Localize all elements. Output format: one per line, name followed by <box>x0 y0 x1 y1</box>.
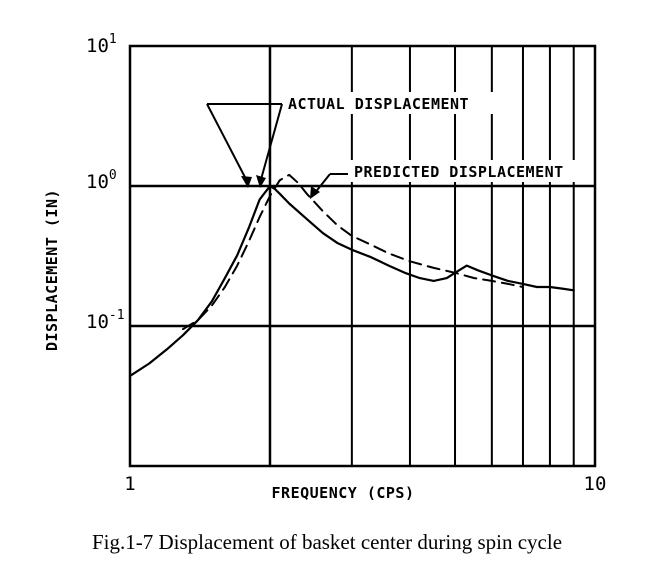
chart: 1 10 101 100 10-1 FREQUENCY (CPS) DISPLACEME… <box>43 32 607 502</box>
y-tick-label-10^1: 101 <box>86 32 117 57</box>
predicted-arrowhead <box>310 186 320 199</box>
x-tick-label-1: 1 <box>124 473 135 495</box>
annotations: ACTUAL DISPLACEMENT PREDICTED DISPLACEME… <box>206 92 586 199</box>
actual-leader-line-to-solid <box>206 103 249 184</box>
predicted-label-bg <box>350 160 586 182</box>
y-tick-label-10^-1: 10-1 <box>86 308 125 333</box>
y-axis-label: DISPLACEMENT (IN) <box>43 189 61 351</box>
series-layer <box>128 173 575 377</box>
series-line-predicted-displacement <box>182 173 524 331</box>
series-line-actual-displacement <box>128 184 575 377</box>
grid-lines <box>130 46 595 466</box>
figure-caption: Fig.1-7 Displacement of basket center du… <box>91 530 563 554</box>
actual-displacement-label: ACTUAL DISPLACEMENT <box>288 95 469 113</box>
x-axis-label: FREQUENCY (CPS) <box>272 484 415 502</box>
actual-leader-line-to-dashed <box>259 103 283 184</box>
actual-label-bg <box>284 92 494 114</box>
x-tick-label-10: 10 <box>584 473 607 495</box>
plot-frame <box>128 44 597 468</box>
actual-arrowhead-1 <box>241 176 252 188</box>
y-tick-label-10^0: 100 <box>86 168 117 193</box>
actual-arrowhead-2 <box>256 175 266 188</box>
predicted-displacement-label: PREDICTED DISPLACEMENT <box>354 163 564 181</box>
